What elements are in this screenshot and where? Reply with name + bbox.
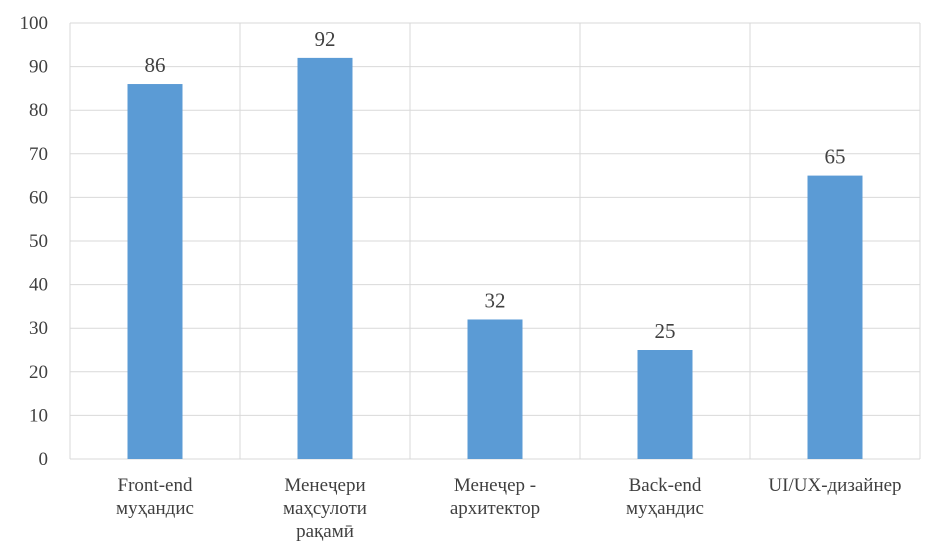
x-tick-label: муҳандис (116, 498, 194, 519)
y-tick-label: 50 (29, 231, 48, 252)
x-tick-label: Менеҷери (284, 475, 365, 496)
bar (467, 319, 523, 459)
x-tick-label: муҳандис (626, 498, 704, 519)
bar (807, 175, 863, 459)
y-tick-label: 100 (20, 13, 49, 34)
data-label: 65 (825, 145, 846, 169)
x-tick-label: архитектор (450, 498, 540, 519)
gridlines (69, 22, 921, 460)
data-label: 32 (485, 288, 506, 312)
x-tick-label: рақамӣ (296, 521, 354, 542)
x-tick-label: UI/UX-дизайнер (768, 475, 901, 496)
data-label: 92 (315, 27, 336, 51)
data-label: 86 (145, 53, 166, 77)
x-tick-label: маҳсулоти (283, 498, 367, 519)
y-tick-label: 0 (39, 449, 49, 470)
y-tick-label: 10 (29, 405, 48, 426)
y-tick-label: 40 (29, 275, 48, 296)
data-label: 25 (655, 319, 676, 343)
y-tick-label: 80 (29, 100, 48, 121)
bar (297, 57, 353, 459)
x-tick-label: Back-end (629, 475, 702, 496)
bar (127, 84, 183, 459)
bar (637, 350, 693, 459)
x-tick-label: Front-end (118, 475, 193, 496)
y-tick-label: 90 (29, 57, 48, 78)
x-axis: Front-endмуҳандисМенеҷеримаҳсулотирақамӣ… (116, 475, 902, 542)
bars: 86 92 32 25 65 (127, 27, 863, 459)
y-tick-label: 20 (29, 362, 48, 383)
y-axis: 0 10 20 30 40 50 60 70 80 90 100 (20, 13, 49, 470)
x-tick-label: Менеҷер - (454, 475, 536, 496)
y-tick-label: 60 (29, 187, 48, 208)
y-tick-label: 70 (29, 144, 48, 165)
y-tick-label: 30 (29, 318, 48, 339)
